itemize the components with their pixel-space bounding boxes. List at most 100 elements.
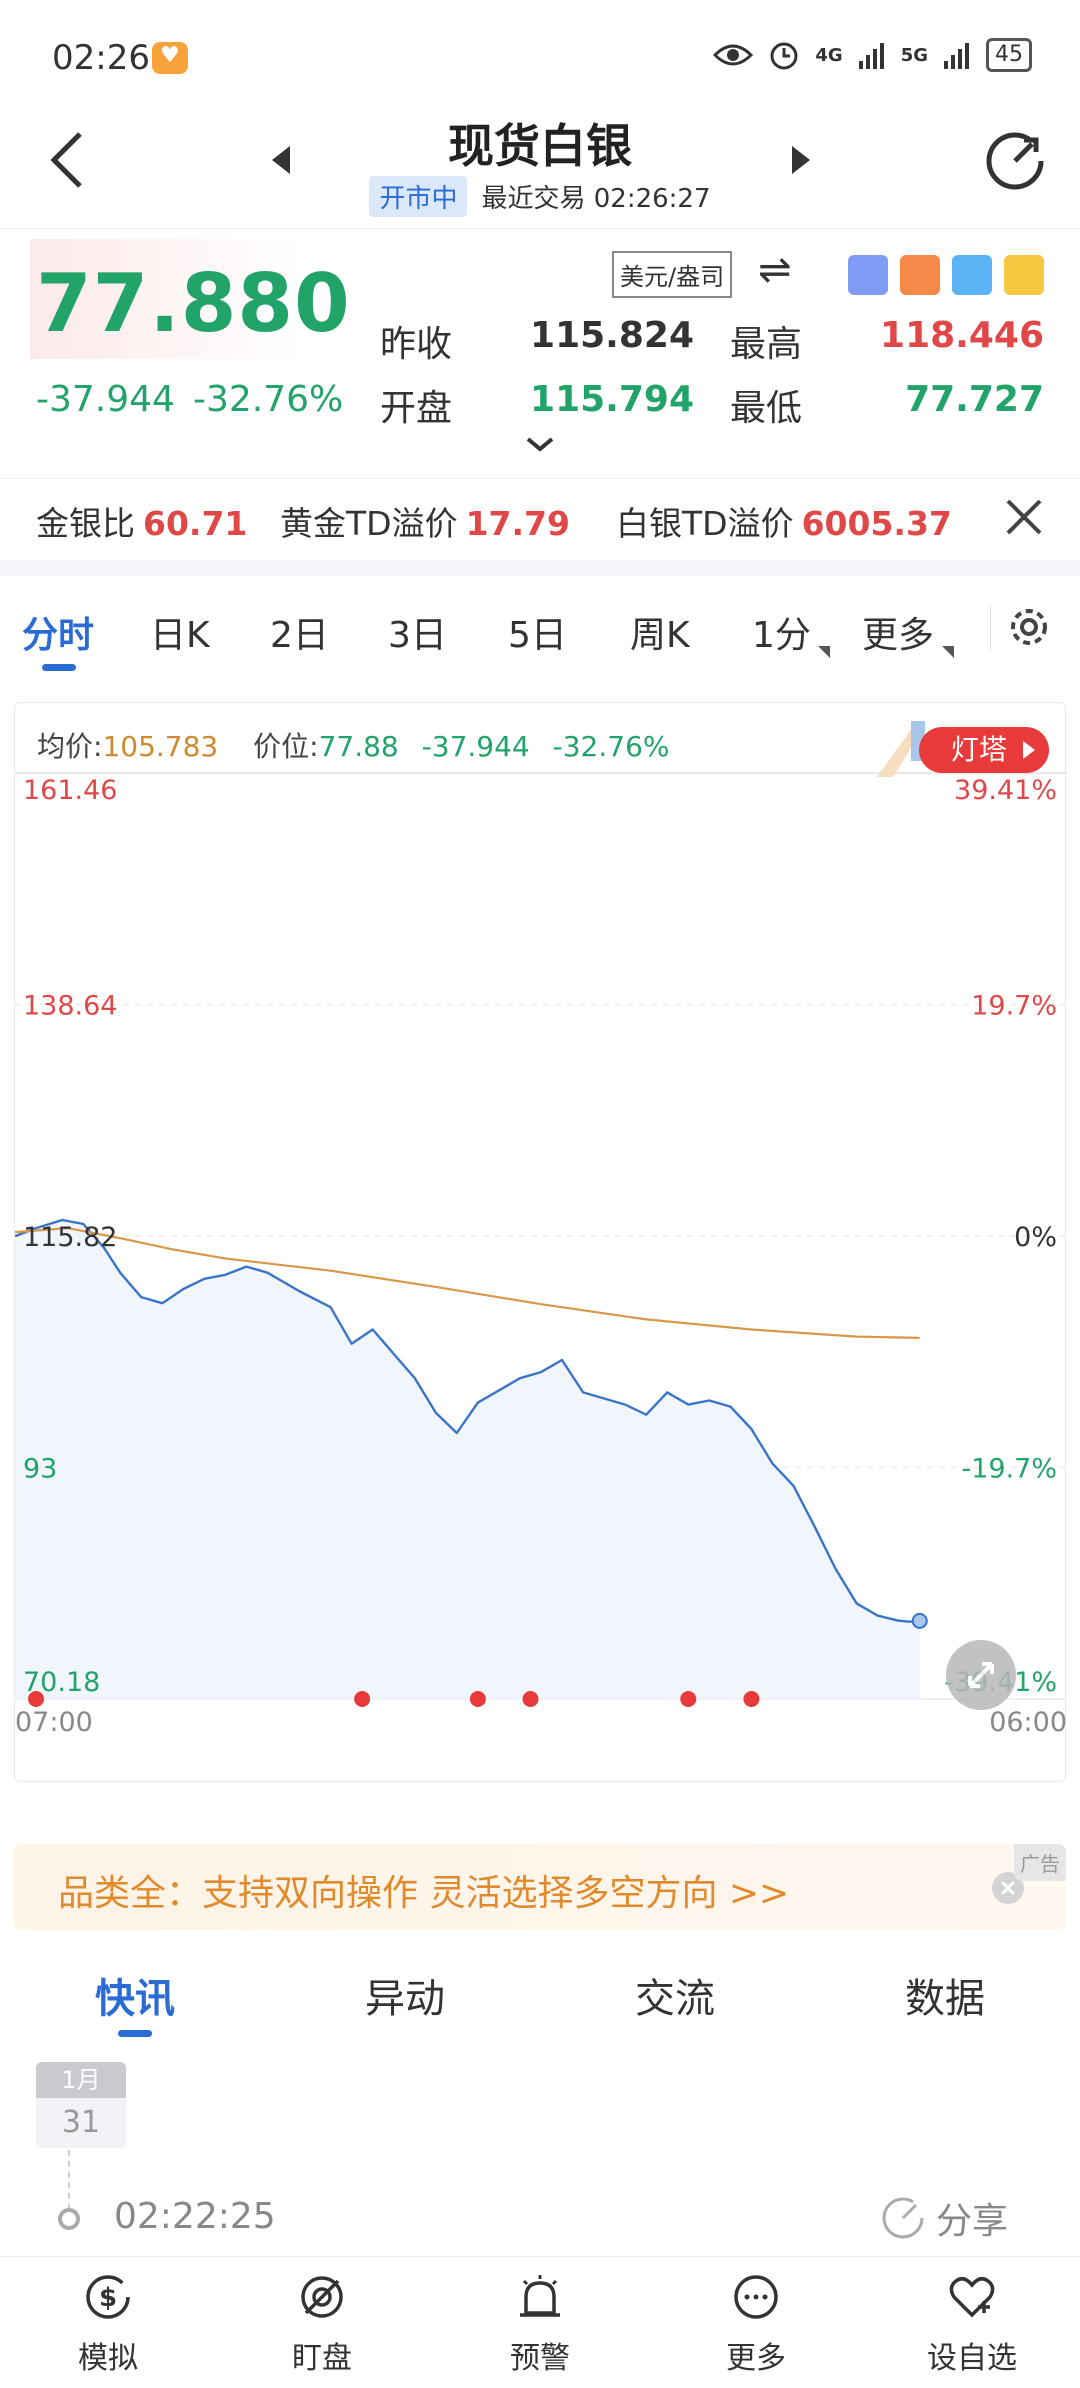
price-value: 77.88 <box>318 730 399 763</box>
status-bar: 02:26 4G 5G 45 <box>0 0 1080 110</box>
tool-icons <box>848 255 1044 295</box>
x-tick-label: 06:00 <box>989 1707 1067 1738</box>
divider <box>990 604 991 652</box>
price-chart[interactable]: 161.46 39.41% 138.64 19.7% 115.82 0% 93 -19.7% 7… <box>15 703 1067 1783</box>
prev-close-value: 115.824 <box>530 315 694 356</box>
timeline-dot <box>58 2208 80 2230</box>
expand-icon <box>968 1662 994 1688</box>
avg-value: 105.783 <box>102 730 219 763</box>
active-tab-indicator <box>118 2030 152 2037</box>
alarm-bell-icon <box>520 2275 560 2317</box>
share-icon <box>882 2197 924 2239</box>
price-change: -37.944 -32.76% <box>36 379 361 420</box>
nav-add-watchlist[interactable]: 设自选 <box>912 2271 1032 2377</box>
sub-title: 开市中 最近交易 02:26:27 <box>0 176 1080 217</box>
prev-symbol-icon[interactable] <box>268 140 294 180</box>
date-month: 1月 <box>36 2062 126 2098</box>
pie-chart-icon[interactable] <box>952 255 992 295</box>
quote-panel: 77.880 -37.944 -32.76% 美元/盎司 ⇌ 昨收 115.824… <box>0 228 1080 478</box>
gear-icon[interactable] <box>1004 602 1054 652</box>
x-tick-label: 07:00 <box>15 1707 93 1738</box>
price-area <box>15 1220 920 1699</box>
lighthouse-button[interactable]: 灯塔 <box>919 727 1049 773</box>
chevron-down-icon[interactable] <box>524 435 556 455</box>
ratio-label: 金银比 <box>36 504 135 543</box>
y-tick-label-left: 161.46 <box>23 775 117 806</box>
next-symbol-icon[interactable] <box>788 140 814 180</box>
y-tick-label-left: 138.64 <box>23 991 117 1022</box>
heart-plus-icon <box>949 2277 995 2318</box>
y-tick-label-right: -19.7% <box>961 1454 1057 1485</box>
tab-community[interactable]: 交流 <box>635 1976 715 2022</box>
tab-more[interactable]: 更多 <box>862 615 935 656</box>
battery-icon: 45 <box>986 38 1032 72</box>
price-label: 价位: <box>253 730 319 763</box>
ratio-value: 60.71 <box>143 504 248 543</box>
section-divider <box>0 560 1080 576</box>
ratio-bar: 金银比 60.71 黄金TD溢价 17.79 白银TD溢价 6005.37 <box>0 478 1080 560</box>
play-arrow-icon <box>1023 741 1035 759</box>
calculator-icon[interactable] <box>848 255 888 295</box>
status-time: 02:26 <box>52 38 150 78</box>
app-notification-icon <box>152 42 188 74</box>
nav-simulate[interactable]: $ 模拟 <box>48 2271 168 2377</box>
active-tab-indicator <box>42 664 76 671</box>
swap-icon[interactable]: ⇌ <box>758 247 792 293</box>
price-highlight <box>30 239 300 359</box>
nav-label: 预警 <box>510 2341 570 2376</box>
header: 现货白银 开市中 最近交易 02:26:27 <box>0 110 1080 225</box>
vip-icon[interactable] <box>1004 255 1044 295</box>
lighthouse-tool-icon[interactable] <box>900 255 940 295</box>
tab-daily-k[interactable]: 日K <box>150 615 210 656</box>
avg-label: 均价: <box>37 730 103 763</box>
refresh-icon[interactable] <box>980 126 1050 196</box>
event-marker <box>680 1691 697 1707</box>
ratio-label: 黄金TD溢价 <box>280 504 458 543</box>
ad-tag: 广告 <box>1014 1844 1066 1881</box>
ratio-value: 17.79 <box>465 504 570 543</box>
page-title: 现货白银 <box>448 119 632 173</box>
change-value: -37.944 <box>36 379 175 420</box>
y-tick-label-right: 0% <box>1014 1222 1057 1253</box>
unit-toggle-button[interactable]: 美元/盎司 <box>612 251 733 298</box>
svg-text:$: $ <box>99 2283 117 2313</box>
signal-icon <box>858 43 884 69</box>
bottom-nav: $ 模拟 盯盘 预警 更多 设自选 <box>0 2256 1080 2388</box>
ad-banner[interactable]: 品类全：支持双向操作 灵活选择多空方向 >> 广告 <box>14 1844 1066 1930</box>
event-marker <box>522 1691 539 1707</box>
event-marker <box>743 1691 760 1707</box>
close-icon[interactable] <box>1002 495 1046 539</box>
tab-data[interactable]: 数据 <box>905 1976 985 2022</box>
y-tick-label-left: 93 <box>23 1454 57 1485</box>
open-value: 115.794 <box>530 379 694 420</box>
ratio-gold-td: 黄金TD溢价 17.79 <box>280 497 570 545</box>
back-arrow-icon[interactable] <box>40 124 96 194</box>
date-day: 31 <box>36 2098 126 2148</box>
share-button[interactable]: 分享 <box>880 2192 1008 2244</box>
price-line <box>15 1218 920 1623</box>
market-status-badge: 开市中 <box>369 176 468 217</box>
tab-movements[interactable]: 异动 <box>365 1976 445 2022</box>
nav-watch[interactable]: 盯盘 <box>262 2271 382 2377</box>
tab-weekly-k[interactable]: 周K <box>630 615 690 656</box>
fullscreen-button[interactable] <box>946 1640 1016 1710</box>
tab-flash-news[interactable]: 快讯 <box>95 1976 175 2022</box>
prev-close-label: 昨收 <box>380 324 453 365</box>
tab-5day[interactable]: 5日 <box>508 615 567 656</box>
tab-2day[interactable]: 2日 <box>270 615 329 656</box>
nav-alert[interactable]: 预警 <box>480 2271 600 2377</box>
tab-3day[interactable]: 3日 <box>388 615 447 656</box>
tab-intraday[interactable]: 分时 <box>22 615 95 656</box>
y-tick-label-right: 19.7% <box>971 991 1057 1022</box>
current-price: 77.880 <box>36 257 351 350</box>
ad-text[interactable]: 品类全：支持双向操作 灵活选择多空方向 >> <box>58 1873 790 1914</box>
lighthouse-label: 灯塔 <box>951 733 1008 766</box>
nav-more[interactable]: 更多 <box>696 2271 816 2377</box>
network-4g: 4G <box>815 44 843 66</box>
tab-1min[interactable]: 1分 <box>752 615 811 656</box>
dropdown-arrow-icon <box>818 646 830 658</box>
eye-icon <box>713 44 754 66</box>
signal-icon <box>944 43 969 69</box>
y-tick-label-right: 39.41% <box>954 775 1057 806</box>
news-tabs: 快讯 异动 交流 数据 <box>0 1960 1080 2040</box>
